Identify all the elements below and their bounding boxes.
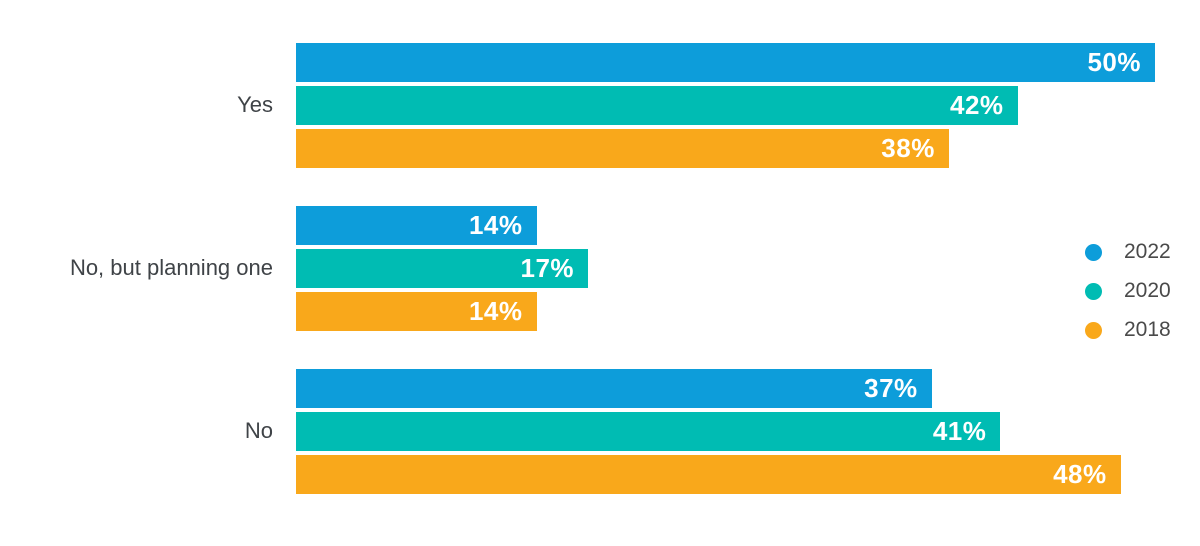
bar-2022-yes: 50% — [296, 43, 1155, 82]
legend-item-2018: 2018 — [1085, 318, 1171, 341]
bar-2022-no-but-planning-one: 14% — [296, 206, 537, 245]
legend-label-2020: 2020 — [1124, 279, 1171, 302]
bar-value-label: 50% — [1087, 47, 1141, 77]
legend-item-2020: 2020 — [1085, 279, 1171, 302]
legend: 2022 2020 2018 — [1085, 240, 1171, 341]
bar-2020-no: 41% — [296, 412, 1001, 451]
plot-area: Yes 50% 42% 38% No, but planning one 14% — [0, 43, 1155, 494]
bar-group-yes-bars: 50% 42% 38% — [296, 43, 1155, 168]
bar-value-label: 41% — [932, 416, 987, 446]
bar-value-label: 38% — [881, 133, 935, 163]
bar-2018-yes: 38% — [296, 129, 949, 168]
bar-2020-no-but-planning-one: 17% — [296, 249, 589, 288]
bar-group-yes: Yes 50% 42% 38% — [0, 43, 1155, 168]
bar-value-label: 42% — [950, 90, 1004, 120]
bar-value-label: 48% — [1053, 459, 1107, 489]
bar-value-label: 14% — [468, 210, 523, 240]
bar-2022-no: 37% — [296, 369, 932, 408]
bar-group-no-bars: 37% 41% 48% — [296, 369, 1121, 494]
bar-group-no: No 37% 41% 48% — [0, 369, 1155, 494]
legend-label-2018: 2018 — [1124, 318, 1171, 341]
legend-dot-2022-icon — [1085, 243, 1102, 261]
bar-value-label: 17% — [520, 253, 575, 283]
bar-2018-no-but-planning-one: 14% — [296, 292, 537, 331]
bar-group-no-but-planning-one: No, but planning one 14% 17% 14% — [0, 206, 1155, 331]
bar-value-label: 14% — [468, 296, 523, 326]
legend-item-2022: 2022 — [1085, 240, 1171, 263]
legend-label-2022: 2022 — [1124, 240, 1171, 263]
category-label-no: No — [244, 418, 273, 444]
bar-group-no-but-planning-one-bars: 14% 17% 14% — [296, 206, 589, 331]
category-label-no-but-planning-one: No, but planning one — [69, 255, 273, 281]
legend-dot-2018-icon — [1085, 321, 1102, 339]
legend-dot-2020-icon — [1085, 282, 1102, 300]
category-label-yes: Yes — [237, 92, 273, 118]
bar-2020-yes: 42% — [296, 86, 1018, 125]
bar-2018-no: 48% — [296, 455, 1121, 494]
bar-value-label: 37% — [864, 373, 918, 403]
